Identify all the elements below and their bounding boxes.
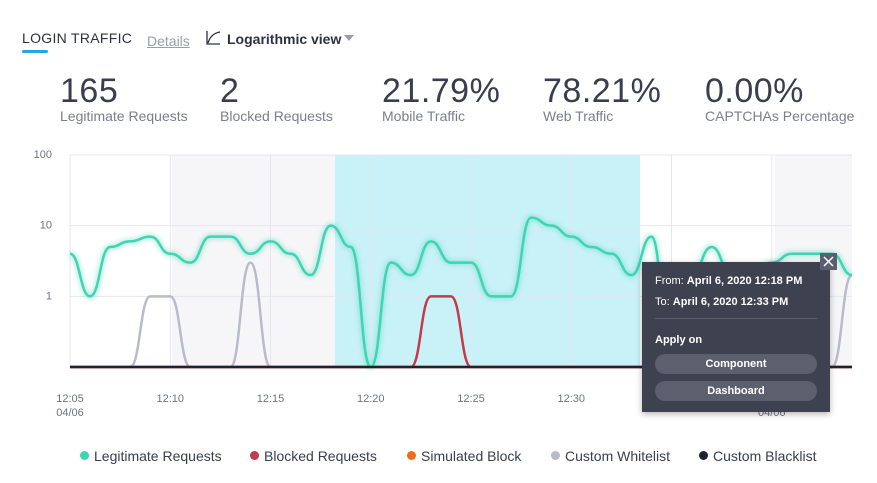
legend-label: Legitimate Requests bbox=[94, 448, 222, 464]
legend-item[interactable]: Custom Blacklist bbox=[699, 448, 816, 464]
x-tick-label: 12:30 bbox=[558, 393, 586, 405]
legend-dot bbox=[407, 451, 416, 460]
legend-item[interactable]: Blocked Requests bbox=[250, 448, 377, 464]
dropdown-arrow[interactable] bbox=[343, 34, 355, 42]
legend-label: Custom Blacklist bbox=[713, 448, 817, 464]
x-tick-label: 12:05 bbox=[56, 393, 84, 405]
y-tick-label: 10 bbox=[40, 220, 52, 232]
to-label: To: bbox=[655, 296, 670, 308]
selection-popup: From: April 6, 2020 12:18 PM To: April 6… bbox=[642, 262, 830, 412]
tab-title[interactable]: LOGIN TRAFFIC bbox=[22, 30, 133, 46]
y-tick-label: 1 bbox=[46, 290, 52, 302]
x-tick-label: 12:25 bbox=[457, 393, 485, 405]
to-text: To: April 6, 2020 12:33 PM bbox=[655, 296, 788, 308]
stat-label: Mobile Traffic bbox=[382, 108, 465, 124]
x-date-label: 04/06 bbox=[56, 407, 84, 419]
legend-dot bbox=[250, 451, 259, 460]
legend-dot bbox=[80, 451, 89, 460]
legend-label: Simulated Block bbox=[421, 448, 522, 464]
y-tick-label: 100 bbox=[34, 149, 52, 161]
from-value: April 6, 2020 12:18 PM bbox=[686, 275, 803, 287]
x-tick-label: 12:10 bbox=[156, 393, 184, 405]
legend-dot bbox=[551, 451, 560, 460]
legend-item[interactable]: Custom Whitelist bbox=[551, 448, 670, 464]
series-line bbox=[69, 216, 853, 369]
divider bbox=[655, 318, 817, 319]
stat-label: CAPTCHAs Percentage bbox=[705, 108, 855, 124]
tab-underline bbox=[22, 50, 48, 53]
stat-label: Legitimate Requests bbox=[60, 108, 188, 124]
stat-label: Blocked Requests bbox=[220, 108, 333, 124]
stat-value: 78.21% bbox=[543, 72, 662, 110]
from-text: From: April 6, 2020 12:18 PM bbox=[655, 275, 802, 287]
stat-value: 165 bbox=[60, 72, 119, 110]
x-tick-label: 12:20 bbox=[357, 393, 385, 405]
log-icon bbox=[206, 31, 221, 45]
legend-label: Blocked Requests bbox=[264, 448, 377, 464]
x-tick-label: 12:15 bbox=[257, 393, 285, 405]
shade bbox=[172, 155, 335, 367]
apply-on: Apply on bbox=[655, 334, 703, 346]
legend-dot bbox=[699, 451, 708, 460]
stat-label: Web Traffic bbox=[543, 108, 614, 124]
close-button[interactable] bbox=[820, 253, 837, 270]
legend-item[interactable]: Simulated Block bbox=[407, 448, 521, 464]
legend-label: Custom Whitelist bbox=[565, 448, 671, 464]
details-link[interactable]: Details bbox=[147, 33, 190, 49]
component-button[interactable]: Component bbox=[655, 354, 817, 374]
view-selector[interactable]: Logarithmic view bbox=[227, 31, 342, 47]
to-value: April 6, 2020 12:33 PM bbox=[672, 296, 789, 308]
from-label: From: bbox=[655, 275, 684, 287]
legend-item[interactable]: Legitimate Requests bbox=[80, 448, 222, 464]
stat-value: 21.79% bbox=[382, 72, 501, 110]
stat-value: 0.00% bbox=[705, 72, 804, 110]
selection-band[interactable] bbox=[335, 155, 640, 367]
dashboard-button[interactable]: Dashboard bbox=[655, 381, 817, 401]
stat-value: 2 bbox=[220, 72, 240, 110]
